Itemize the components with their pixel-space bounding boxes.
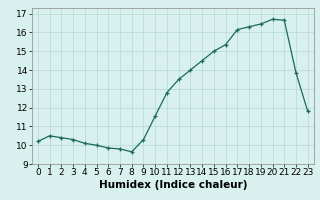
X-axis label: Humidex (Indice chaleur): Humidex (Indice chaleur) (99, 180, 247, 190)
